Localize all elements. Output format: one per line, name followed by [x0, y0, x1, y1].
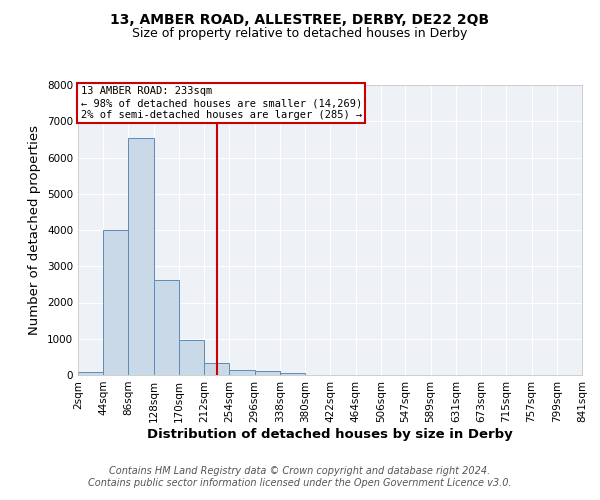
X-axis label: Distribution of detached houses by size in Derby: Distribution of detached houses by size …: [147, 428, 513, 440]
Text: Contains HM Land Registry data © Crown copyright and database right 2024.
Contai: Contains HM Land Registry data © Crown c…: [88, 466, 512, 487]
Bar: [103, 230, 128, 375]
Bar: [179, 340, 204, 375]
Bar: [78, 372, 103, 375]
Text: Size of property relative to detached houses in Derby: Size of property relative to detached ho…: [133, 28, 467, 40]
Bar: [254, 372, 280, 375]
Text: 13, AMBER ROAD, ALLESTREE, DERBY, DE22 2QB: 13, AMBER ROAD, ALLESTREE, DERBY, DE22 2…: [110, 12, 490, 26]
Bar: [128, 138, 154, 375]
Bar: [280, 373, 305, 375]
Bar: [229, 370, 254, 375]
Y-axis label: Number of detached properties: Number of detached properties: [28, 125, 41, 335]
Bar: [204, 363, 229, 375]
Text: 13 AMBER ROAD: 233sqm
← 98% of detached houses are smaller (14,269)
2% of semi-d: 13 AMBER ROAD: 233sqm ← 98% of detached …: [80, 86, 362, 120]
Bar: [154, 280, 179, 375]
